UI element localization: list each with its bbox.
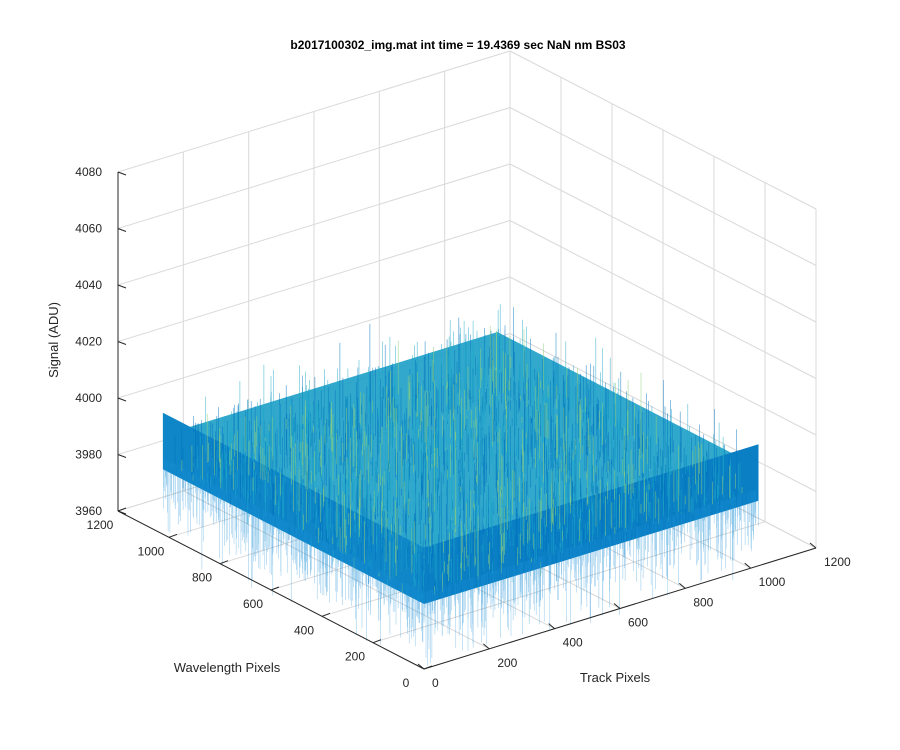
z-tick-label-5: 4060	[75, 222, 102, 236]
x-tick-label-1: 200	[497, 656, 517, 670]
y-axis-title: Wavelength Pixels	[174, 660, 281, 675]
z-tick-label-1: 3980	[75, 448, 102, 462]
grid-line-z-xwall-2	[117, 276, 511, 399]
grid-line-z-ywall-6	[509, 50, 817, 210]
surface-layer	[162, 304, 759, 666]
z-tick-6	[117, 171, 127, 176]
x-tick-5	[744, 562, 751, 569]
y-tick-3	[270, 586, 280, 591]
ticks-layer: 0 200 400 600 800 1000 1200 0 200 400 600 800 1000 12…	[75, 165, 851, 690]
x-tick-label-3: 600	[628, 616, 648, 630]
y-tick-label-5: 1000	[138, 544, 165, 558]
y-tick-label-3: 600	[243, 597, 263, 611]
z-tick-0	[117, 510, 127, 515]
surface-right-face	[424, 444, 759, 605]
y-tick-5	[168, 533, 178, 538]
chart-title: b2017100302_img.mat int time = 19.4369 s…	[290, 38, 626, 52]
grid-line-z-xwall-5	[117, 107, 511, 229]
z-tick-label-6: 4080	[75, 165, 102, 179]
x-tick-4	[679, 582, 686, 589]
z-tick-5	[117, 228, 127, 232]
z-tick-label-2: 4000	[75, 391, 102, 405]
x-tick-label-2: 400	[563, 636, 583, 650]
x-tick-2	[548, 623, 555, 630]
x-tick-label-4: 800	[693, 595, 713, 609]
grid-line-z-xwall-4	[117, 163, 511, 286]
z-tick-label-4: 4040	[75, 278, 102, 292]
z-tick-4	[117, 284, 127, 289]
z-axis-title: Signal (ADU)	[46, 302, 61, 378]
grid-line-z-ywall-4	[509, 163, 817, 323]
grid-line-z-ywall-3	[509, 220, 817, 379]
x-tick-6	[809, 542, 817, 549]
surface-noise-high	[181, 325, 743, 595]
surface-noise-spikes	[163, 458, 759, 666]
y-tick-0	[423, 665, 433, 670]
z-tick-1	[117, 454, 127, 458]
grid-line-z-xwall-3	[117, 220, 511, 342]
grid-line-z-xwall-6	[117, 50, 511, 173]
x-tick-1	[483, 643, 490, 650]
x-tick-3	[613, 603, 621, 609]
y-tick-1	[372, 639, 382, 644]
y-tick-label-1: 200	[345, 650, 365, 664]
y-tick-2	[321, 612, 331, 617]
grid-line-y-floor-1	[372, 521, 766, 644]
z-tick-2	[117, 397, 127, 402]
z-tick-label-0: 3960	[75, 504, 102, 518]
y-tick-label-0: 0	[403, 676, 410, 690]
z-tick-label-3: 4020	[75, 335, 102, 349]
grid-line-z-ywall-2	[509, 276, 817, 436]
y-tick-label-6: 1200	[87, 518, 114, 532]
x-tick-label-5: 1000	[759, 575, 786, 589]
y-tick-label-4: 800	[192, 571, 212, 585]
x-axis-title: Track Pixels	[580, 670, 651, 685]
x-tick-label-6: 1200	[824, 555, 851, 569]
y-tick-label-2: 400	[294, 623, 314, 637]
grid-line-z-ywall-5	[509, 107, 817, 266]
y-tick-6	[117, 507, 127, 512]
x-tick-0	[417, 663, 425, 670]
z-tick-3	[117, 341, 127, 345]
x-tick-label-0: 0	[432, 676, 439, 690]
y-tick-4	[219, 560, 229, 565]
